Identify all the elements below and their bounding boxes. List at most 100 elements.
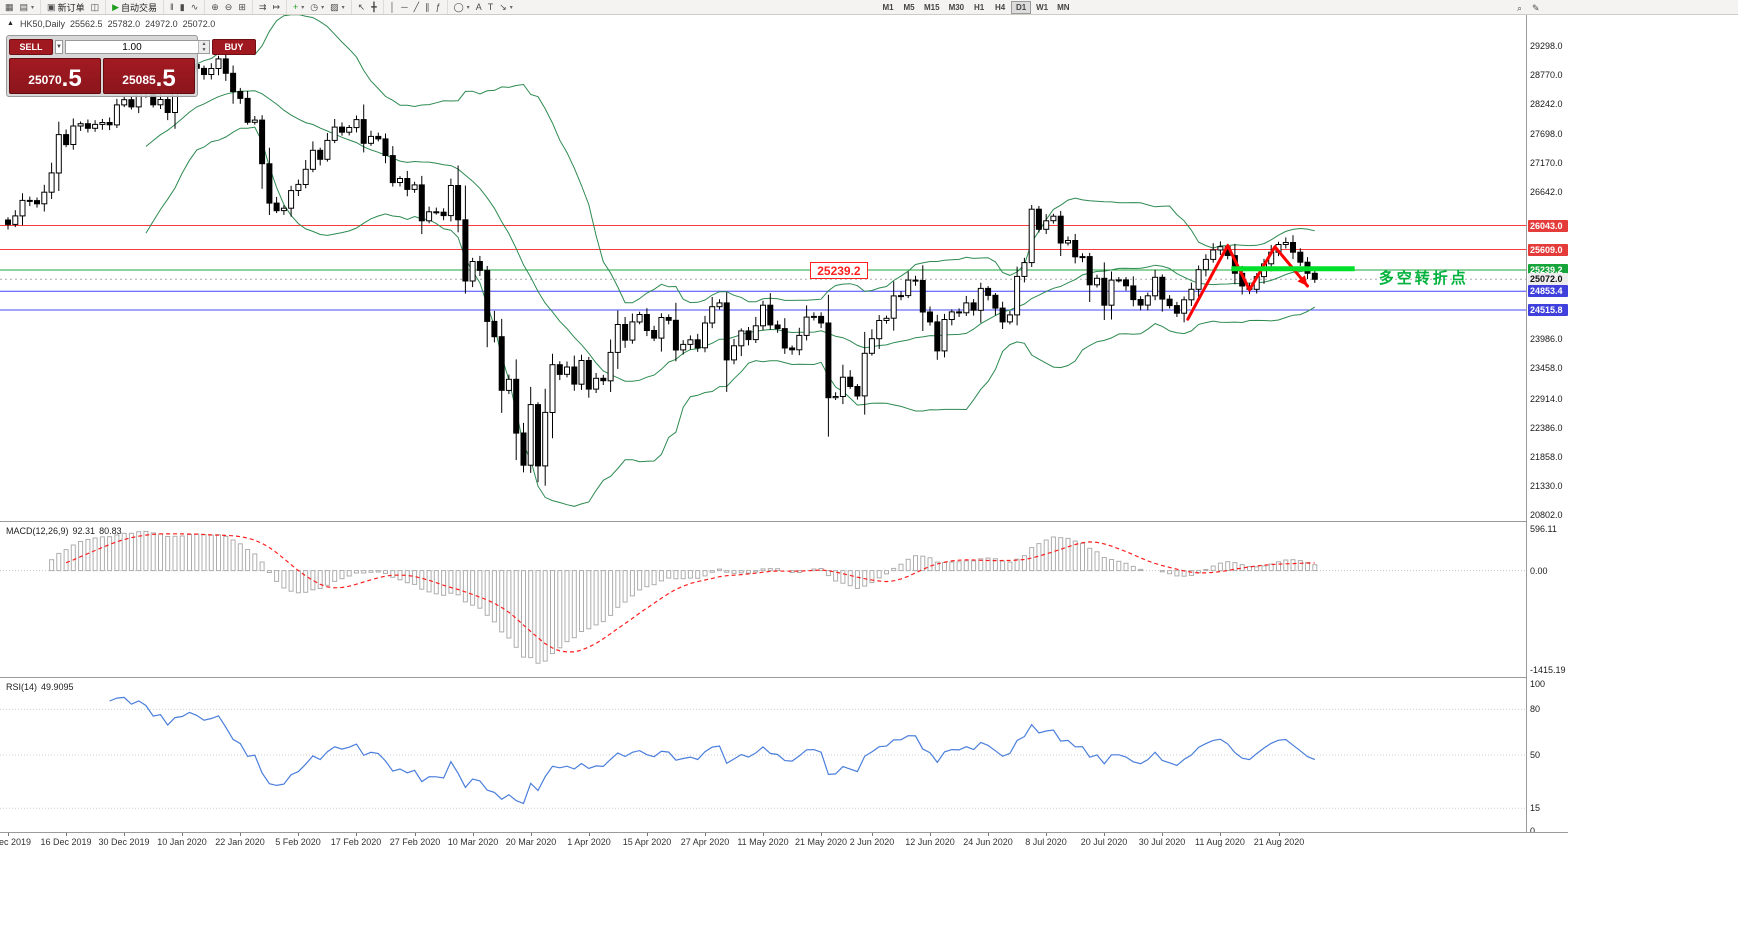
- sell-price-fraction: .5: [61, 65, 82, 92]
- spin-up-icon[interactable]: ▲: [198, 41, 209, 47]
- play-icon: ▶: [112, 2, 120, 12]
- sell-button[interactable]: SELL: [9, 39, 53, 55]
- auto-trading-button-label: 自动交易: [121, 2, 158, 13]
- price-chart[interactable]: [0, 15, 1526, 521]
- trendline-button[interactable]: ╱: [411, 1, 422, 14]
- date-label: 20 Jul 2020: [1080, 837, 1128, 847]
- tile-windows-icon: ⊞: [238, 2, 246, 12]
- price-scale[interactable]: 29298.0 28770.0 28242.0 27698.0 27170.0 26642…: [1526, 15, 1568, 836]
- time-tick: [988, 833, 989, 836]
- add-indicator-icon: +: [292, 2, 299, 12]
- auto-scroll-button[interactable]: ⇉: [256, 1, 270, 14]
- profiles-icon: ▤: [19, 2, 29, 12]
- crosshair-button[interactable]: ╋: [368, 1, 379, 14]
- hline-icon: ─: [401, 2, 408, 12]
- date-label: 30 Dec 2019: [98, 837, 150, 847]
- edit-button[interactable]: ✎: [1529, 1, 1543, 14]
- buy-button[interactable]: BUY: [211, 39, 256, 55]
- date-label: 20 Mar 2020: [505, 837, 557, 847]
- time-tick: [763, 833, 764, 836]
- chart-window-icon: ◫: [90, 2, 100, 12]
- pencil-icon: ✎: [1532, 2, 1540, 13]
- auto-scroll-icon: ⇉: [258, 2, 267, 12]
- cursor-icon: ↖: [357, 2, 366, 12]
- time-tick: [531, 833, 532, 836]
- toolbar-group: ▣ 新订单 ◫: [40, 0, 102, 14]
- new-chart-button[interactable]: ▦: [2, 1, 17, 14]
- periods-icon: ◷: [310, 2, 319, 12]
- timeframe-h1[interactable]: H1: [969, 1, 989, 14]
- indicators-button[interactable]: + ▾: [290, 1, 307, 14]
- text-label-button[interactable]: T: [485, 1, 497, 14]
- sell-price[interactable]: 25070.5: [9, 58, 101, 94]
- line-chart-button[interactable]: ∿: [188, 1, 202, 14]
- time-scale[interactable]: 4 Dec 2019 16 Dec 2019 30 Dec 2019 10 Jan 2…: [0, 832, 1568, 848]
- new-order-button[interactable]: ▣ 新订单: [44, 1, 88, 14]
- channel-button[interactable]: ∥: [422, 1, 433, 14]
- timeframe-mn[interactable]: MN: [1053, 1, 1073, 14]
- timeframe-m15[interactable]: M15: [920, 1, 944, 14]
- price-scale-tick: 26642.0: [1530, 187, 1563, 198]
- text-button[interactable]: A: [473, 1, 485, 14]
- time-tick: [1046, 833, 1047, 836]
- shapes-button[interactable]: ◯ ▾: [451, 1, 473, 14]
- chart-window-button[interactable]: ◫: [88, 1, 103, 14]
- time-tick: [182, 833, 183, 836]
- macd-pane[interactable]: [0, 523, 1526, 677]
- timeframe-m5[interactable]: M5: [899, 1, 919, 14]
- new-order-button-label: 新订单: [57, 2, 85, 13]
- chevron-down-icon: ▾: [466, 4, 470, 11]
- date-label: 21 May 2020: [794, 837, 848, 847]
- timeframe-w1[interactable]: W1: [1032, 1, 1052, 14]
- templates-button[interactable]: ▨ ▾: [327, 1, 348, 14]
- rsi-scale-tick: 50: [1530, 750, 1541, 760]
- new-order-icon: ▣: [47, 2, 56, 12]
- bar-chart-button[interactable]: ‖: [167, 1, 177, 14]
- volume-control: ▲ ▼: [64, 40, 210, 54]
- templates-icon: ▨: [330, 2, 339, 12]
- candles-icon: ▮: [179, 2, 185, 12]
- buy-price[interactable]: 25085.5: [103, 58, 195, 94]
- timeframe-h4[interactable]: H4: [990, 1, 1010, 14]
- vertical-line-button[interactable]: │: [387, 1, 399, 14]
- macd-value: 92.31: [72, 526, 96, 536]
- one-click-collapse-toggle[interactable]: ▲: [7, 20, 14, 27]
- chevron-down-icon: ▼: [56, 44, 62, 50]
- volume-input[interactable]: [65, 41, 198, 53]
- fibonacci-button[interactable]: ƒ: [433, 1, 444, 14]
- auto-trading-button[interactable]: ▶ 自动交易: [109, 1, 160, 14]
- chart-shift-button[interactable]: ↦: [269, 1, 283, 14]
- candlestick-button[interactable]: ▮: [177, 1, 188, 14]
- rsi-pane[interactable]: [0, 679, 1526, 831]
- volume-dropdown[interactable]: ▼: [55, 40, 63, 54]
- zoom-in-button[interactable]: ⊕: [208, 1, 222, 14]
- timeframe-group: M1 M5 M15 M30 H1 H4 D1 W1 MN: [878, 1, 1074, 14]
- tile-windows-button[interactable]: ⊞: [235, 1, 249, 14]
- chart-window[interactable]: ▲ HK50,Daily 25562.5 25782.0 24972.0 25072.0…: [0, 15, 1568, 848]
- spin-down-icon[interactable]: ▼: [198, 47, 209, 53]
- price-badge: 25609.0: [1528, 243, 1568, 256]
- timeframe-d1[interactable]: D1: [1011, 1, 1032, 14]
- toolbar-group: │ ─ ╱ ∥ ƒ: [382, 0, 444, 14]
- pane-splitter[interactable]: [0, 521, 1568, 522]
- date-label: 11 May 2020: [737, 837, 789, 847]
- profiles-button[interactable]: ▤ ▾: [17, 1, 38, 14]
- timeframe-m30[interactable]: M30: [945, 1, 969, 14]
- turning-point-annotation: 多空转折点: [1378, 270, 1469, 288]
- time-tick: [415, 833, 416, 836]
- toolbar-group: ⊕ ⊖ ⊞: [204, 0, 249, 14]
- arrows-button[interactable]: ↘ ▾: [496, 1, 516, 14]
- search-button[interactable]: ⌕: [1514, 1, 1525, 14]
- date-label: 27 Apr 2020: [680, 837, 730, 847]
- horizontal-line-button[interactable]: ─: [398, 1, 410, 14]
- cursor-button[interactable]: ↖: [355, 1, 369, 14]
- pane-splitter[interactable]: [0, 677, 1568, 678]
- toolbar-group: ‖ ▮ ∿: [163, 0, 201, 14]
- price-scale-tick: 27170.0: [1530, 158, 1563, 169]
- time-tick: [705, 833, 706, 836]
- zoom-out-button[interactable]: ⊖: [222, 1, 236, 14]
- chevron-down-icon: ▾: [509, 4, 513, 11]
- buy-price-fraction: .5: [155, 65, 176, 92]
- periods-button[interactable]: ◷ ▾: [307, 1, 327, 14]
- timeframe-m1[interactable]: M1: [878, 1, 898, 14]
